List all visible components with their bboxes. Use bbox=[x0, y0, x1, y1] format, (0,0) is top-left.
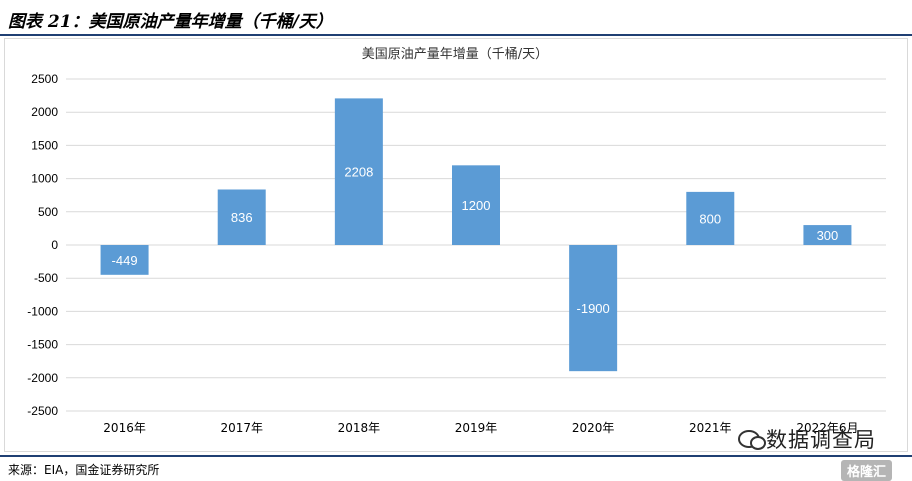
x-tick-label: 2022年6月 bbox=[796, 421, 858, 435]
bars bbox=[100, 98, 852, 372]
chart-frame bbox=[4, 38, 908, 452]
x-axis-ticks: 2016年 2017年 2018年 2019年 2020年 2021年 2022年6月 bbox=[103, 421, 858, 435]
data-label-5: 800 bbox=[699, 211, 721, 226]
data-label-2: 2208 bbox=[344, 165, 373, 180]
x-tick-label: 2018年 bbox=[338, 421, 381, 435]
y-tick-label: -1000 bbox=[27, 304, 58, 318]
x-tick-label: 2021年 bbox=[689, 421, 732, 435]
source-note: 来源：EIA，国金证券研究所 bbox=[8, 463, 160, 477]
wechat-icon bbox=[738, 430, 766, 450]
figure-title: 图表 21：美国原油产量年增量（千桶/天） bbox=[8, 12, 333, 32]
y-tick-label: -500 bbox=[34, 271, 58, 285]
bar-4 bbox=[569, 245, 618, 372]
grid-lines bbox=[66, 78, 886, 412]
y-tick-label: -2500 bbox=[27, 404, 58, 418]
x-tick-label: 2017年 bbox=[220, 421, 263, 435]
data-label-3: 1200 bbox=[462, 198, 491, 213]
wechat-watermark: 数据调查局 bbox=[738, 424, 876, 454]
data-labels: -449 836 2208 1200 -1900 800 300 bbox=[112, 165, 839, 316]
y-tick-label: 2500 bbox=[31, 72, 58, 86]
x-tick-label: 2016年 bbox=[103, 421, 146, 435]
y-tick-label: -1500 bbox=[27, 338, 58, 352]
bar-2 bbox=[334, 98, 383, 246]
y-axis-ticks: 2500 2000 1500 1000 500 0 -500 -1000 -1500 -2000 -… bbox=[27, 72, 58, 418]
y-tick-label: 1000 bbox=[31, 172, 58, 186]
data-label-4: -1900 bbox=[577, 301, 610, 316]
bar-1 bbox=[217, 189, 266, 245]
y-tick-label: 0 bbox=[51, 238, 58, 252]
bar-5 bbox=[686, 191, 735, 245]
bar-0 bbox=[100, 245, 149, 275]
y-tick-label: 500 bbox=[38, 205, 58, 219]
wechat-label: 数据调查局 bbox=[766, 428, 876, 452]
figure-header: 图表 21：美国原油产量年增量（千桶/天） bbox=[0, 0, 912, 36]
x-tick-label: 2020年 bbox=[572, 421, 615, 435]
bar-3 bbox=[452, 165, 500, 245]
y-tick-label: 2000 bbox=[31, 105, 58, 119]
gelonghui-watermark: 格隆汇 bbox=[840, 460, 892, 481]
bar-6 bbox=[803, 225, 852, 245]
data-label-6: 300 bbox=[817, 228, 839, 243]
data-label-0: -449 bbox=[112, 253, 138, 268]
y-tick-label: -2000 bbox=[27, 371, 58, 385]
x-tick-label: 2019年 bbox=[455, 421, 498, 435]
figure-footer: 来源：EIA，国金证券研究所 格隆汇 bbox=[0, 455, 912, 481]
y-tick-label: 1500 bbox=[31, 138, 58, 152]
data-label-1: 836 bbox=[231, 210, 253, 225]
chart-title: 美国原油产量年增量（千桶/天） bbox=[362, 47, 548, 62]
